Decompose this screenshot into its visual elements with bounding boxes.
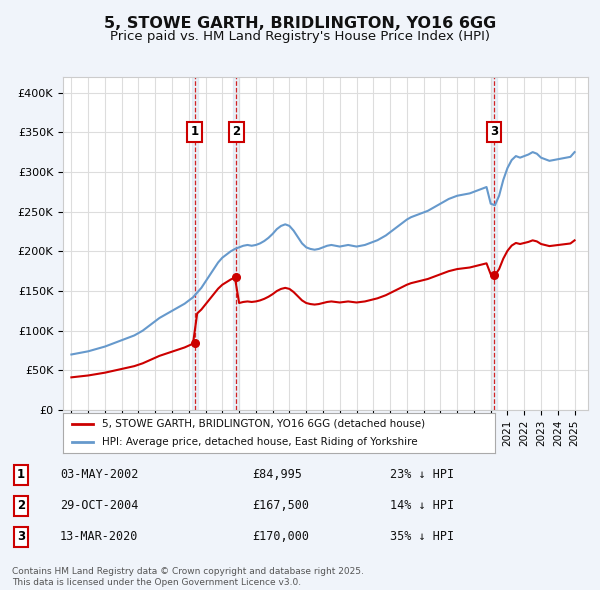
Text: £167,500: £167,500 bbox=[252, 499, 309, 513]
Text: 29-OCT-2004: 29-OCT-2004 bbox=[60, 499, 139, 513]
Text: 23% ↓ HPI: 23% ↓ HPI bbox=[390, 468, 454, 481]
Text: 3: 3 bbox=[490, 125, 498, 138]
Bar bbox=[491, 77, 497, 410]
Text: 5, STOWE GARTH, BRIDLINGTON, YO16 6GG: 5, STOWE GARTH, BRIDLINGTON, YO16 6GG bbox=[104, 16, 496, 31]
Bar bbox=[191, 77, 197, 410]
Text: 5, STOWE GARTH, BRIDLINGTON, YO16 6GG (detached house): 5, STOWE GARTH, BRIDLINGTON, YO16 6GG (d… bbox=[102, 419, 425, 429]
Bar bbox=[233, 77, 239, 410]
Text: 35% ↓ HPI: 35% ↓ HPI bbox=[390, 530, 454, 543]
Text: Contains HM Land Registry data © Crown copyright and database right 2025.
This d: Contains HM Land Registry data © Crown c… bbox=[12, 568, 364, 586]
Text: £84,995: £84,995 bbox=[252, 468, 302, 481]
Text: HPI: Average price, detached house, East Riding of Yorkshire: HPI: Average price, detached house, East… bbox=[102, 437, 418, 447]
Text: 2: 2 bbox=[17, 499, 25, 513]
Text: Price paid vs. HM Land Registry's House Price Index (HPI): Price paid vs. HM Land Registry's House … bbox=[110, 30, 490, 43]
Text: 13-MAR-2020: 13-MAR-2020 bbox=[60, 530, 139, 543]
Text: £170,000: £170,000 bbox=[252, 530, 309, 543]
Text: 03-MAY-2002: 03-MAY-2002 bbox=[60, 468, 139, 481]
Text: 1: 1 bbox=[191, 125, 199, 138]
Text: 14% ↓ HPI: 14% ↓ HPI bbox=[390, 499, 454, 513]
Text: 1: 1 bbox=[17, 468, 25, 481]
Text: 2: 2 bbox=[232, 125, 241, 138]
Text: 3: 3 bbox=[17, 530, 25, 543]
